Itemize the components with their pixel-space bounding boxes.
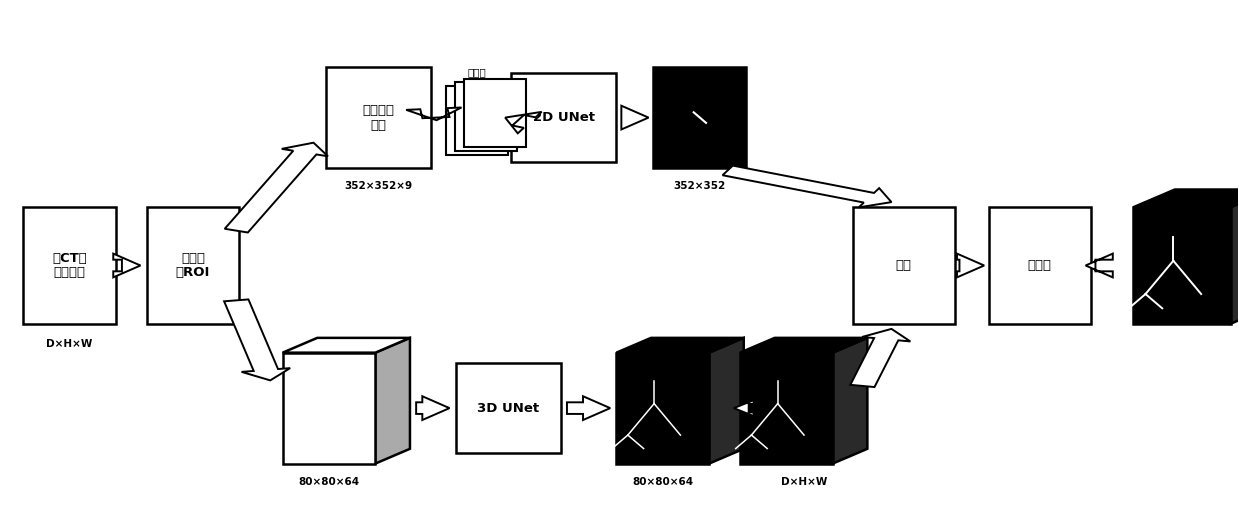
Polygon shape: [1085, 254, 1113, 277]
Polygon shape: [740, 338, 867, 353]
Text: 80×80×64: 80×80×64: [299, 477, 359, 487]
Text: D×H×W: D×H×W: [46, 339, 93, 349]
FancyBboxPatch shape: [1134, 207, 1230, 324]
Text: 352×352×9: 352×352×9: [344, 181, 413, 191]
Text: 352×352: 352×352: [674, 181, 726, 191]
FancyBboxPatch shape: [146, 208, 239, 323]
Polygon shape: [617, 338, 743, 353]
Polygon shape: [282, 338, 410, 353]
Text: 2D UNet: 2D UNet: [533, 111, 595, 124]
Polygon shape: [567, 396, 611, 420]
Polygon shape: [850, 329, 911, 387]
Polygon shape: [1134, 190, 1239, 207]
FancyBboxPatch shape: [989, 208, 1090, 323]
FancyBboxPatch shape: [455, 82, 517, 151]
FancyBboxPatch shape: [854, 208, 954, 323]
Text: 提取肺
部ROI: 提取肺 部ROI: [176, 252, 211, 279]
Text: 后处理: 后处理: [1028, 259, 1052, 272]
Text: 融合: 融合: [896, 259, 912, 272]
FancyBboxPatch shape: [446, 86, 508, 155]
FancyBboxPatch shape: [653, 67, 746, 168]
Polygon shape: [506, 112, 541, 133]
Text: 横切面重
采样: 横切面重 采样: [363, 104, 394, 132]
FancyBboxPatch shape: [326, 67, 431, 168]
Polygon shape: [957, 254, 984, 277]
Polygon shape: [1230, 190, 1239, 324]
FancyBboxPatch shape: [282, 353, 375, 464]
FancyBboxPatch shape: [456, 363, 561, 453]
Polygon shape: [113, 254, 140, 277]
Text: 3D UNet: 3D UNet: [477, 401, 539, 415]
Polygon shape: [621, 106, 648, 130]
Polygon shape: [224, 299, 290, 380]
Polygon shape: [733, 400, 753, 416]
FancyBboxPatch shape: [740, 353, 833, 464]
Polygon shape: [406, 107, 461, 120]
Polygon shape: [722, 166, 892, 208]
Text: 肺CT影
像体数据: 肺CT影 像体数据: [52, 252, 87, 279]
FancyBboxPatch shape: [512, 73, 617, 162]
Text: 横切面: 横切面: [468, 67, 487, 78]
FancyBboxPatch shape: [617, 353, 709, 464]
Text: 80×80×64: 80×80×64: [632, 477, 694, 487]
FancyBboxPatch shape: [24, 208, 115, 323]
Text: D×H×W: D×H×W: [781, 477, 826, 487]
Polygon shape: [709, 338, 743, 464]
Polygon shape: [224, 143, 328, 233]
FancyBboxPatch shape: [463, 79, 525, 147]
Polygon shape: [416, 396, 450, 420]
Polygon shape: [375, 338, 410, 464]
Polygon shape: [833, 338, 867, 464]
